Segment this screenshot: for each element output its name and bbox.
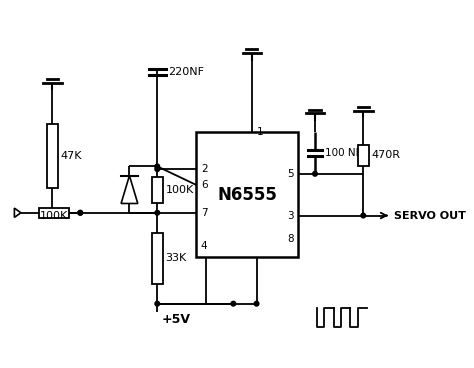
Circle shape	[313, 171, 317, 176]
Text: 470R: 470R	[372, 150, 401, 160]
Text: 33K: 33K	[165, 253, 187, 263]
Polygon shape	[121, 176, 138, 204]
Text: 47K: 47K	[61, 151, 82, 161]
Circle shape	[155, 301, 160, 306]
Text: +5V: +5V	[162, 313, 191, 326]
Text: 100 NF: 100 NF	[325, 148, 362, 158]
Bar	[152, 233, 163, 284]
Polygon shape	[14, 208, 21, 217]
Text: 4: 4	[201, 241, 208, 251]
Text: 6: 6	[201, 180, 208, 190]
Bar	[47, 124, 58, 188]
Circle shape	[155, 210, 160, 215]
Text: 1: 1	[256, 127, 263, 137]
Bar	[358, 145, 369, 166]
Text: SERVO OUT: SERVO OUT	[394, 210, 466, 220]
Text: 5: 5	[287, 169, 294, 179]
Circle shape	[155, 164, 160, 169]
Circle shape	[78, 210, 82, 215]
Circle shape	[155, 167, 160, 171]
Text: 100K: 100K	[40, 210, 68, 221]
Circle shape	[254, 301, 259, 306]
Text: 7: 7	[201, 208, 208, 218]
Bar	[152, 177, 163, 202]
Text: N6555: N6555	[218, 186, 277, 204]
Circle shape	[78, 210, 82, 215]
Bar	[39, 208, 69, 218]
Text: 2: 2	[201, 164, 208, 174]
Circle shape	[231, 301, 236, 306]
Text: 8: 8	[287, 234, 294, 244]
Bar	[196, 132, 298, 257]
Text: 3: 3	[287, 210, 294, 220]
Text: 220NF: 220NF	[168, 67, 204, 77]
Text: 100K: 100K	[165, 185, 194, 195]
Circle shape	[361, 213, 365, 218]
